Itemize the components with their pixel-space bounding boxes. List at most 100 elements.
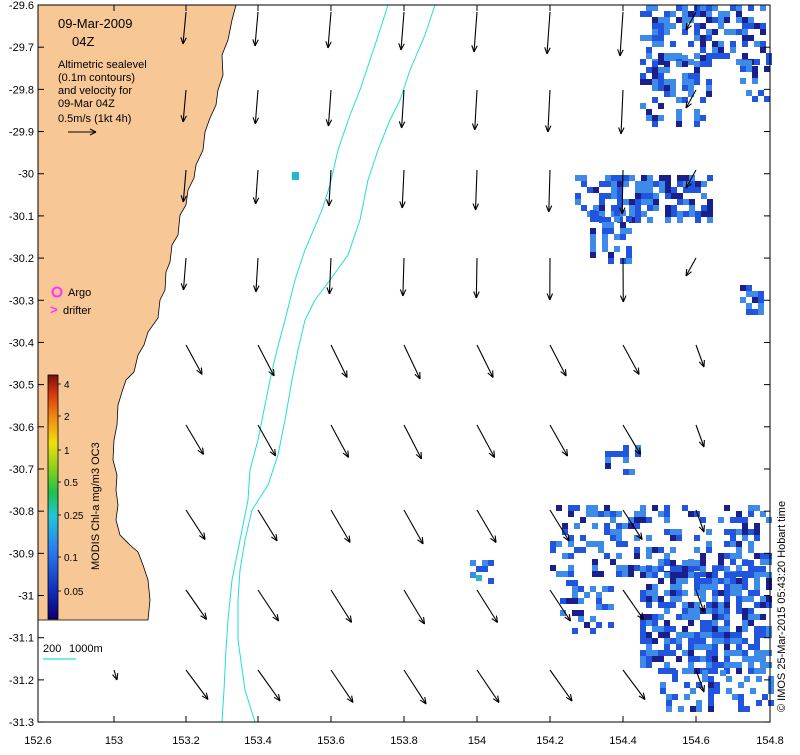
- chl-pixel: [611, 451, 617, 457]
- chl-pixel: [664, 11, 670, 17]
- chl-pixel: [760, 596, 766, 602]
- chl-pixel: [758, 297, 764, 303]
- chl-pixel: [676, 578, 682, 584]
- chl-pixel: [706, 541, 712, 547]
- chl-pixel: [292, 172, 299, 180]
- chl-pixel: [658, 103, 664, 109]
- chl-pixel: [626, 252, 632, 258]
- chl-pixel: [754, 644, 760, 650]
- chl-pixel: [694, 23, 700, 29]
- chl-pixel: [676, 535, 682, 541]
- chl-pixel: [652, 85, 658, 91]
- chl-pixel: [694, 614, 700, 620]
- colorbar-title: MODIS Chl-a mg/m3 OC3: [90, 442, 102, 570]
- chl-pixel: [604, 529, 610, 535]
- chl-pixel: [736, 565, 742, 571]
- chl-pixel: [718, 638, 724, 644]
- chl-pixel: [742, 614, 748, 620]
- chl-pixel: [736, 626, 742, 632]
- chl-pixel: [738, 706, 744, 712]
- chl-pixel: [670, 638, 676, 644]
- chl-pixel: [641, 187, 647, 193]
- chl-pixel: [652, 73, 658, 79]
- chl-pixel: [646, 553, 652, 559]
- chl-pixel: [726, 688, 732, 694]
- chl-pixel: [670, 578, 676, 584]
- chl-pixel: [724, 53, 730, 59]
- chl-pixel: [658, 511, 664, 517]
- chl-pixel: [665, 193, 671, 199]
- chl-pixel: [750, 688, 756, 694]
- chl-pixel: [670, 41, 676, 47]
- chl-pixel: [730, 29, 736, 35]
- chl-pixel: [682, 560, 688, 566]
- chl-pixel: [641, 211, 647, 217]
- chl-pixel: [748, 547, 754, 553]
- chl-pixel: [748, 23, 754, 29]
- y-tick-label: -30.3: [9, 295, 34, 307]
- chl-pixel: [646, 67, 652, 73]
- chl-pixel: [596, 604, 602, 610]
- chl-pixel: [736, 29, 742, 35]
- chl-pixel: [476, 566, 482, 572]
- chl-pixel: [706, 11, 712, 17]
- chl-pixel: [744, 676, 750, 682]
- chl-pixel: [671, 187, 677, 193]
- chl-pixel: [678, 706, 684, 712]
- chl-pixel: [623, 457, 629, 463]
- chl-pixel: [700, 61, 706, 67]
- chl-pixel: [760, 602, 766, 608]
- chl-pixel: [556, 505, 562, 511]
- chl-pixel: [652, 656, 658, 662]
- chl-pixel: [666, 706, 672, 712]
- chl-pixel: [706, 584, 712, 590]
- chl-pixel: [592, 505, 598, 511]
- chl-pixel: [614, 246, 620, 252]
- chl-pixel: [599, 199, 605, 205]
- x-tick-label: 153.2: [172, 735, 200, 747]
- chl-pixel: [646, 620, 652, 626]
- chl-pixel: [664, 85, 670, 91]
- y-tick-label: -30.7: [9, 464, 34, 476]
- chl-pixel: [688, 59, 694, 65]
- chl-pixel: [652, 572, 658, 578]
- chl-pixel: [694, 109, 700, 115]
- chl-pixel: [580, 535, 586, 541]
- chl-pixel: [602, 586, 608, 592]
- colorbar-tick-label: 2: [64, 412, 70, 423]
- y-tick-label: -31.3: [9, 717, 34, 729]
- chl-pixel: [752, 78, 758, 84]
- chl-pixel: [724, 620, 730, 626]
- chl-pixel: [590, 216, 596, 222]
- chl-pixel: [766, 517, 772, 523]
- chl-pixel: [746, 303, 752, 309]
- chl-pixel: [578, 598, 584, 604]
- chl-pixel: [724, 608, 730, 614]
- chl-pixel: [748, 620, 754, 626]
- chl-pixel: [706, 602, 712, 608]
- chl-pixel: [742, 578, 748, 584]
- chl-pixel: [664, 644, 670, 650]
- chl-pixel: [610, 511, 616, 517]
- chl-pixel: [706, 17, 712, 23]
- chl-pixel: [640, 11, 646, 17]
- x-tick-label: 154: [468, 735, 486, 747]
- chl-pixel: [736, 638, 742, 644]
- chl-pixel: [622, 565, 628, 571]
- chl-pixel: [592, 541, 598, 547]
- chl-pixel: [712, 620, 718, 626]
- chl-pixel: [596, 622, 602, 628]
- chl-pixel: [658, 614, 664, 620]
- chl-pixel: [748, 541, 754, 547]
- chl-pixel: [694, 608, 700, 614]
- chl-pixel: [590, 210, 596, 216]
- chl-pixel: [754, 584, 760, 590]
- chl-pixel: [640, 505, 646, 511]
- y-tick-label: -30.2: [9, 253, 34, 265]
- chl-pixel: [712, 626, 718, 632]
- chl-pixel: [620, 228, 626, 234]
- chl-pixel: [738, 700, 744, 706]
- chl-pixel: [608, 586, 614, 592]
- chl-pixel: [730, 535, 736, 541]
- chl-pixel: [682, 79, 688, 85]
